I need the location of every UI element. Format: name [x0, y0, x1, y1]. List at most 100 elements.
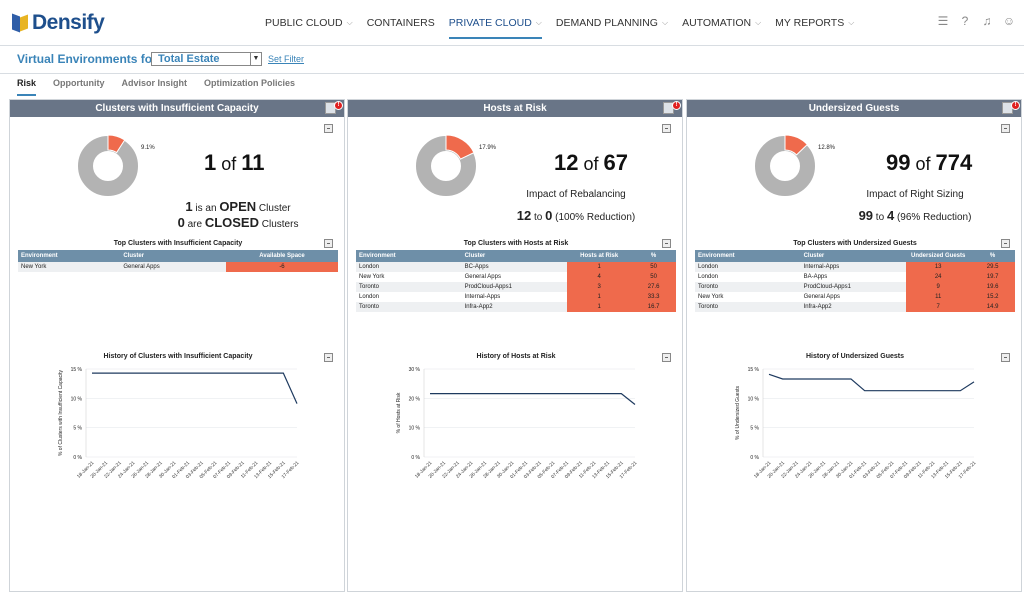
logo-text: Densify — [32, 11, 105, 34]
user-icon[interactable]: ☺ — [1002, 14, 1016, 28]
expand-icon[interactable] — [662, 353, 671, 362]
table-row[interactable]: London BC-Apps 1 50 — [356, 262, 676, 272]
chevron-down-icon: ⌵ — [755, 18, 762, 27]
notification-bell-icon[interactable]: ♫ — [982, 14, 992, 28]
table-cell: Toronto — [356, 302, 462, 312]
nav-item-my-reports[interactable]: MY REPORTS ⌵ — [768, 0, 861, 46]
tab-opportunity[interactable]: Opportunity — [53, 78, 105, 88]
table-row[interactable]: London Internal-Apps 1 33.3 — [356, 292, 676, 302]
table-cell: New York — [359, 274, 385, 280]
history-series-line — [768, 373, 975, 392]
table-cell: Toronto — [695, 302, 801, 312]
table-row[interactable]: New York General Apps 4 50 — [356, 272, 676, 282]
expand-icon[interactable] — [324, 239, 333, 248]
nav-item-private-cloud[interactable]: PRIVATE CLOUD ⌵ — [442, 0, 549, 46]
count-value: 12 — [554, 150, 579, 175]
column-header[interactable]: Hosts at Risk — [567, 250, 632, 262]
table-row[interactable]: Toronto ProdCloud-Apps1 3 27.6 — [356, 282, 676, 292]
column-header[interactable]: % — [631, 250, 676, 262]
impact-values: 99 to 4 (96% Reduction) — [747, 208, 1024, 223]
table-row[interactable]: Toronto Infra-App2 1 16.7 — [356, 302, 676, 312]
table-cell: 27.6 — [631, 282, 676, 292]
expand-icon[interactable] — [1001, 239, 1010, 248]
chevron-down-icon: ⌵ — [346, 18, 353, 27]
tab-optimization-policies[interactable]: Optimization Policies — [204, 78, 296, 88]
y-tick-label: 10 % — [409, 426, 421, 432]
environment-select[interactable]: Total Estate ▼ — [151, 52, 262, 66]
donut-slice — [107, 134, 126, 154]
densify-logo[interactable]: Densify — [12, 11, 105, 34]
nav-item-public-cloud[interactable]: PUBLIC CLOUD ⌵ — [258, 0, 360, 46]
tab-advisor-insight[interactable]: Advisor Insight — [121, 78, 188, 88]
history-line-chart: 15 % 10 % 5 % 0 % % of Clusters with Insuffi… — [58, 367, 301, 480]
help-icon[interactable]: ? — [961, 14, 969, 28]
table-cell: New York — [698, 294, 724, 300]
nav-item-label: PUBLIC CLOUD — [265, 17, 343, 29]
history-series-line — [92, 372, 298, 404]
nav-item-label: DEMAND PLANNING — [555, 17, 658, 29]
y-tick-label: 5 % — [750, 426, 759, 432]
panel-2: Undersized Guests! 12.8% 99 of 774 Impact o… — [686, 99, 1022, 592]
column-header[interactable]: Environment — [356, 250, 462, 262]
table-row[interactable]: London Internal-Apps 13 29.5 — [695, 262, 1015, 272]
open-cluster-line: 1 is an OPEN Cluster — [70, 199, 406, 214]
closed-pre: are — [184, 219, 205, 230]
closed-cluster-line: 0 are CLOSED Clusters — [70, 215, 406, 230]
column-header[interactable]: Cluster — [461, 250, 568, 262]
table-cell: 1 — [567, 302, 632, 312]
chevron-down-icon[interactable]: ▼ — [250, 53, 261, 65]
impact-to: 0 — [545, 208, 553, 223]
nav-item-automation[interactable]: AUTOMATION ⌵ — [675, 0, 768, 46]
y-tick-label: 10 % — [71, 396, 83, 402]
impact-to: 4 — [886, 208, 895, 223]
nav-item-containers[interactable]: CONTAINERS — [360, 0, 442, 46]
table-row[interactable]: New York General Apps -6 — [18, 262, 338, 272]
expand-icon[interactable] — [324, 353, 333, 362]
table-cell: London — [698, 274, 719, 280]
expand-icon[interactable] — [662, 239, 671, 248]
history-line-chart: 30 %20 %10 %0 %% of Hosts at Risk18-Jan-… — [396, 367, 639, 480]
table-title: Top Clusters with Insufficient Capacity — [113, 240, 243, 247]
expand-icon[interactable] — [324, 124, 333, 133]
nav-item-label: CONTAINERS — [366, 17, 435, 29]
donut-chart — [755, 134, 815, 196]
impact-to-word: to — [531, 212, 546, 223]
count-of: of — [910, 154, 936, 174]
column-header[interactable]: % — [970, 250, 1015, 262]
donut-slice — [784, 134, 809, 156]
column-header[interactable]: Available Space — [225, 250, 338, 262]
table-cell: General Apps — [803, 294, 840, 300]
y-axis-label: % of Clusters with Insufficient Capacity — [58, 369, 64, 456]
column-header[interactable]: Cluster — [120, 250, 226, 262]
table-row[interactable]: Toronto Infra-App2 7 14.9 — [695, 302, 1015, 312]
y-tick-label: 5 % — [73, 426, 82, 432]
table-cell: 19.7 — [970, 272, 1015, 282]
expand-icon[interactable] — [1001, 124, 1010, 133]
filter-settings-icon[interactable]: ☰ — [937, 14, 949, 28]
panel-title-text: Undersized Guests — [808, 103, 900, 114]
tab-risk[interactable]: Risk — [17, 78, 37, 96]
column-header[interactable]: Undersized Guests — [906, 250, 971, 262]
column-header[interactable]: Environment — [695, 250, 801, 262]
table-row[interactable]: Toronto ProdCloud-Apps1 9 19.6 — [695, 282, 1015, 292]
environment-selected-value: Total Estate — [158, 53, 220, 65]
top-icons: ☰ ? ♫ ☺ — [936, 14, 1016, 28]
expand-icon[interactable] — [662, 124, 671, 133]
main-nav: PUBLIC CLOUD ⌵ CONTAINERS PRIVATE CLOUD ⌵ DEM… — [258, 0, 861, 46]
table-cell: 1 — [567, 292, 632, 302]
column-header[interactable]: Environment — [18, 250, 121, 262]
nav-item-demand-planning[interactable]: DEMAND PLANNING ⌵ — [549, 0, 675, 46]
table-cell: Internal-Apps — [800, 262, 907, 272]
set-filter-link[interactable]: Set Filter — [268, 54, 305, 64]
column-header[interactable]: Cluster — [800, 250, 907, 262]
panel-0: Clusters with Insufficient Capacity! 9.1%… — [9, 99, 345, 592]
donut-percent-label: 17.9% — [479, 145, 497, 151]
total-count: 1 of 11 — [204, 150, 265, 176]
open-post: Cluster — [256, 203, 291, 214]
y-tick-label: 0 % — [73, 455, 82, 461]
expand-icon[interactable] — [1001, 353, 1010, 362]
table-cell: General Apps — [120, 262, 226, 272]
table-row[interactable]: London BA-Apps 24 19.7 — [695, 272, 1015, 282]
table-cell: 9 — [906, 282, 971, 292]
table-row[interactable]: New York General Apps 11 15.2 — [695, 292, 1015, 302]
